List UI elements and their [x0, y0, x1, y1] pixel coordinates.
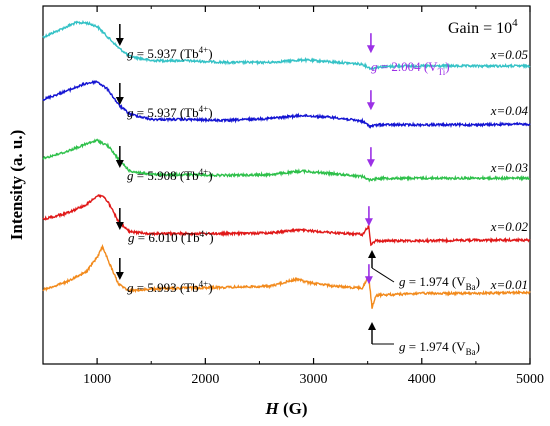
tb-label-value: = 6.010 (Tb — [135, 230, 200, 245]
series-label: x=0.04 — [490, 103, 529, 118]
tb-arrow-head — [115, 222, 124, 230]
vba-label: g = 1.974 (VBa) — [399, 274, 480, 292]
tb-label-sup: 4+ — [200, 229, 210, 239]
series-line-x-0-02 — [42, 194, 531, 247]
vba-label: g = 1.974 (VBa) — [399, 339, 480, 357]
x-tick-label: 3000 — [300, 372, 328, 387]
x-tick-label: 2000 — [191, 372, 219, 387]
vti-label: g = 2.004 (VTi) — [371, 59, 450, 77]
tb-label-sup: 4+ — [199, 167, 209, 177]
tb-label-close: ) — [209, 230, 213, 245]
series-line-x-0-05 — [42, 19, 531, 71]
tb-arrow-head — [115, 97, 124, 105]
plot-border — [42, 5, 531, 365]
vti-label-close: ) — [445, 59, 449, 74]
tb-label-close: ) — [208, 105, 212, 120]
x-axis-label-main: H — [264, 399, 279, 418]
annotations-layer: x=0.05g = 5.937 (Tb4+)x=0.04g = 5.937 (T… — [115, 24, 529, 357]
tb-label-value: = 5.937 (Tb — [134, 105, 199, 120]
tb-label-value: = 5.908 (Tb — [134, 168, 199, 183]
tb-label-g: g — [128, 230, 135, 245]
tb-label-sup: 4+ — [199, 104, 209, 114]
x-tick-label: 4000 — [408, 372, 436, 387]
gain-label-text: Gain = 10 — [448, 20, 512, 37]
vba-arrow-head — [368, 250, 376, 258]
vti-label-value: = 2.004 (V — [378, 59, 439, 74]
axes-text-layer: 1000 2000 3000 4000 5000 H (G) Intensity (a. u… — [7, 17, 544, 418]
tb-arrow-head — [115, 38, 124, 46]
vba-label-close: ) — [476, 339, 480, 354]
tb-label-g: g — [127, 168, 134, 183]
series-line-x-0-01 — [42, 243, 531, 309]
tb-label-g: g — [127, 280, 134, 295]
vba-arrow-head — [368, 322, 376, 330]
tb-label: g = 6.010 (Tb4+) — [128, 229, 214, 245]
series-line-x-0-03 — [42, 138, 531, 183]
vba-leader-line — [371, 267, 395, 283]
tb-label-close: ) — [208, 168, 212, 183]
vti-arrow-head — [366, 45, 375, 54]
x-axis-label-unit: (G) — [279, 399, 308, 418]
vti-arrow-head — [366, 102, 375, 111]
vba-label-value: = 1.974 (V — [406, 274, 467, 289]
x-axis-label: H (G) — [264, 399, 307, 418]
x-tick-label: 1000 — [83, 372, 111, 387]
vti-arrow-head — [366, 159, 375, 168]
vba-label-g: g — [399, 274, 406, 289]
vba-label-value: = 1.974 (V — [406, 339, 467, 354]
tb-label: g = 5.937 (Tb4+) — [127, 45, 213, 61]
series-label: x=0.02 — [490, 219, 529, 234]
vti-label-sub: Ti — [438, 67, 446, 77]
vba-label-sub: Ba — [466, 282, 476, 292]
tb-label-close: ) — [208, 280, 212, 295]
series-label: x=0.05 — [490, 47, 529, 62]
vti-arrow-head — [364, 276, 373, 285]
vti-label-g: g — [371, 59, 378, 74]
tb-label-sup: 4+ — [199, 279, 209, 289]
vba-label-sub: Ba — [466, 347, 476, 357]
tb-label-g: g — [127, 46, 134, 61]
vti-arrow-head — [364, 218, 373, 227]
series-label: x=0.03 — [490, 160, 529, 175]
series-line-x-0-04 — [42, 79, 531, 129]
series-layer — [42, 19, 531, 309]
tb-arrow-head — [115, 272, 124, 280]
y-axis-label: Intensity (a. u.) — [7, 130, 26, 241]
tb-label: g = 5.993 (Tb4+) — [127, 279, 213, 295]
tb-label: g = 5.908 (Tb4+) — [127, 167, 213, 183]
tb-arrow-head — [115, 160, 124, 168]
plot-frame — [42, 5, 531, 365]
tb-label-value: = 5.937 (Tb — [134, 46, 199, 61]
vba-label-close: ) — [476, 274, 480, 289]
gain-label-exponent: 4 — [512, 17, 518, 29]
tb-label: g = 5.937 (Tb4+) — [127, 104, 213, 120]
x-tick-label: 5000 — [516, 372, 544, 387]
gain-label: Gain = 104 — [448, 17, 518, 37]
tb-label-sup: 4+ — [199, 45, 209, 55]
tb-label-close: ) — [208, 46, 212, 61]
vba-label-g: g — [399, 339, 406, 354]
series-label: x=0.01 — [490, 277, 528, 292]
tb-label-value: = 5.993 (Tb — [134, 280, 199, 295]
tb-label-g: g — [127, 105, 134, 120]
